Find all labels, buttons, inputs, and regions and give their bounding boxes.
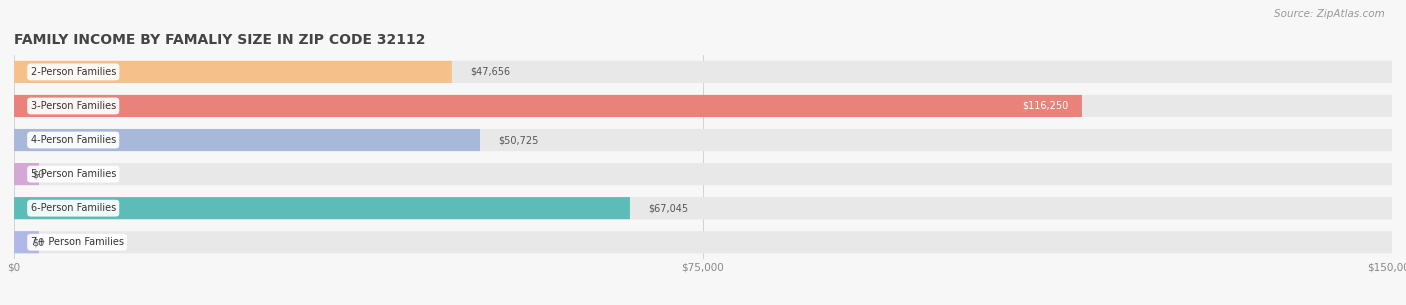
Text: $0: $0 [32, 237, 45, 247]
FancyBboxPatch shape [14, 61, 1392, 83]
FancyBboxPatch shape [14, 163, 1392, 185]
Text: 7+ Person Families: 7+ Person Families [31, 237, 124, 247]
FancyBboxPatch shape [14, 129, 1392, 151]
FancyBboxPatch shape [14, 197, 630, 219]
Text: $47,656: $47,656 [470, 67, 510, 77]
FancyBboxPatch shape [14, 61, 451, 83]
FancyBboxPatch shape [14, 231, 1392, 253]
Text: Source: ZipAtlas.com: Source: ZipAtlas.com [1274, 9, 1385, 19]
Text: $116,250: $116,250 [1022, 101, 1069, 111]
Text: 2-Person Families: 2-Person Families [31, 67, 115, 77]
FancyBboxPatch shape [14, 95, 1392, 117]
FancyBboxPatch shape [14, 163, 39, 185]
FancyBboxPatch shape [14, 129, 479, 151]
FancyBboxPatch shape [14, 197, 1392, 219]
Text: $0: $0 [32, 169, 45, 179]
Text: $50,725: $50,725 [498, 135, 538, 145]
Text: FAMILY INCOME BY FAMALIY SIZE IN ZIP CODE 32112: FAMILY INCOME BY FAMALIY SIZE IN ZIP COD… [14, 33, 426, 47]
Text: 5-Person Families: 5-Person Families [31, 169, 115, 179]
Text: 3-Person Families: 3-Person Families [31, 101, 115, 111]
Text: 4-Person Families: 4-Person Families [31, 135, 115, 145]
Text: 6-Person Families: 6-Person Families [31, 203, 115, 213]
Text: $67,045: $67,045 [648, 203, 689, 213]
FancyBboxPatch shape [14, 95, 1083, 117]
FancyBboxPatch shape [14, 231, 39, 253]
